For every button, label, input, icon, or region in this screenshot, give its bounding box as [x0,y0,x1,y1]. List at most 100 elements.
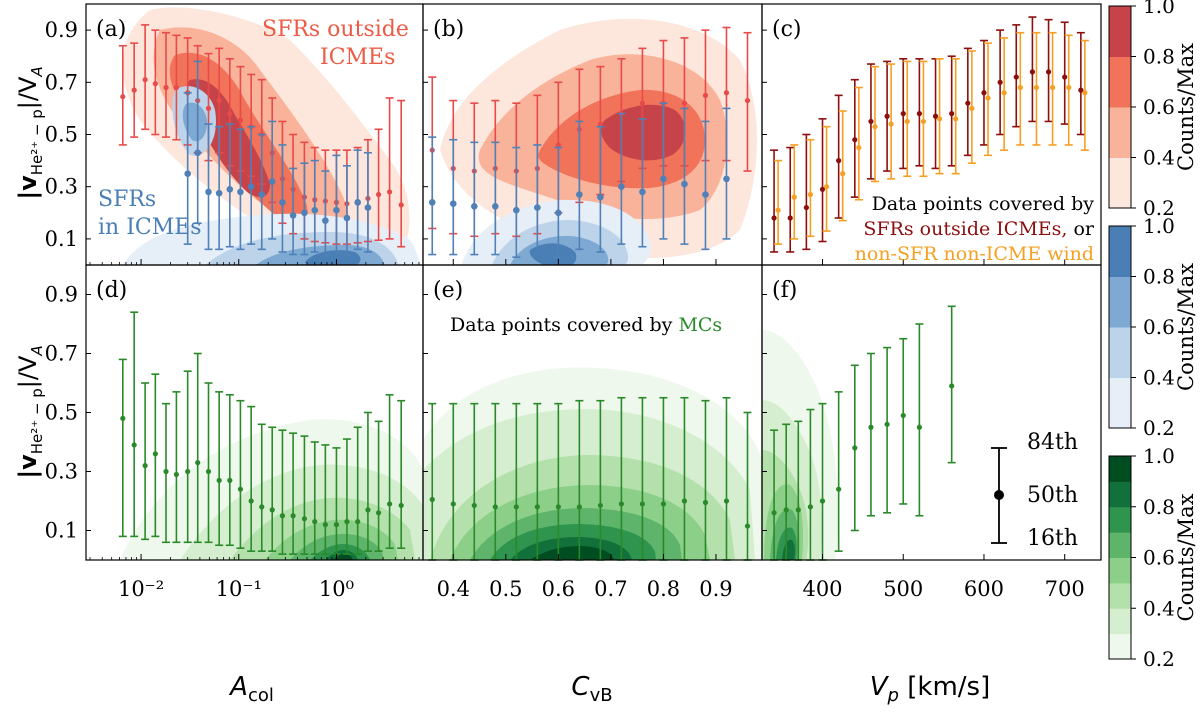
median-point [997,79,1003,85]
series-sfrs-in-icmes [428,102,731,258]
median-point [555,504,561,510]
median-point [597,121,603,127]
median-point [1029,69,1036,75]
errorbar-point [310,441,319,555]
median-point [949,383,955,389]
errorbar-point [790,144,799,240]
median-point [949,111,955,117]
median-point [386,501,393,507]
errorbar-point [854,86,863,201]
errorbar-point [1080,39,1089,151]
x-tick-label: 0.8 [647,577,680,601]
errorbar-point [118,358,127,538]
errorbar-point [183,370,192,544]
median-point [333,522,340,528]
errorbar-point [1060,21,1069,125]
median-point [1078,87,1084,93]
median-point [365,507,371,513]
median-point [660,175,667,183]
colorbar-band [1109,107,1131,158]
median-point [852,137,858,143]
x-tick-label: 0.9 [699,577,732,601]
errorbar-point [300,162,309,256]
colorbars: 1.0 0.8 0.6 0.4 0.2 Counts/Max 1.0 0.8 0.6 0.4 0.2… [1108,0,1198,671]
errorbar-point [247,405,256,552]
colorbar-label: Counts/Max [1174,263,1198,391]
median-point [1062,74,1068,80]
errorbar-point [342,165,351,256]
median-point [449,200,457,207]
median-point [723,498,730,504]
median-point [492,504,498,510]
median-point [840,171,846,177]
ylabel-sub: He²⁺ − p [28,109,46,175]
median-point [163,468,169,475]
errorbar-point [118,44,127,146]
percentile-legend: 84th 50th 16th [991,430,1078,551]
errorbar-point [130,42,139,138]
x-tick-label: 0.6 [542,577,575,601]
colorbar-tick-label: 1.0 [1143,214,1175,238]
errorbar-point [617,112,626,245]
median-point [681,100,688,106]
median-point [969,105,975,111]
panel-d-series [118,311,406,555]
xlabel-acol-sub: col [248,685,274,706]
colorbar-red: 1.0 0.8 0.6 0.4 0.2 Counts/Max [1108,0,1198,220]
median-point [660,501,667,507]
median-point [807,504,814,510]
median-point [289,212,297,219]
median-point [795,507,801,513]
blue-density-b [461,199,651,265]
errorbar-point [774,159,783,245]
errorbar-point [722,107,731,240]
y-axis-label-bottom: |vHe²⁺ − p|/VA [14,345,46,478]
median-point [185,468,191,475]
panel-c-series [770,16,1089,253]
median-point [290,513,296,519]
legend-84th: 84th [1027,430,1078,455]
x-tick-label: 0.4 [437,577,470,601]
colorbar-band [1109,557,1131,584]
annotation-sfr-outside-2: ICMEs [320,45,395,70]
colorbar-band [1109,377,1131,429]
median-point [639,100,646,106]
errorbar-point [353,426,362,555]
x-tick-label: 600 [964,577,1004,601]
errorbar-point [701,120,710,251]
median-point [872,124,878,130]
median-point [173,84,180,91]
median-point [900,111,906,117]
errorbar-point [215,391,224,547]
panel-label-f: (f) [772,278,797,303]
annotation-c-2-red: SFRs outside ICMEs, [863,218,1067,240]
median-point [884,113,890,119]
errorbar-point [257,133,266,251]
colorbar-band [1109,633,1131,660]
errorbar-point [428,136,437,256]
median-point [783,507,789,513]
errorbar-point [870,65,879,183]
median-point [702,191,709,198]
ylabel-tail: |/V [14,76,42,109]
median-point [205,468,212,475]
median-point [343,214,351,222]
median-point [985,95,991,101]
median-point [856,144,862,151]
errorbar-point [1016,31,1025,146]
median-point [237,117,244,123]
median-point [819,498,826,504]
colorbar-tick-label: 0.6 [1143,546,1175,570]
y-tick-label: 0.3 [45,175,78,199]
colorbar-tick-label: 1.0 [1143,444,1175,468]
errorbar-point [130,311,139,538]
median-point [1082,90,1088,96]
median-point [311,206,319,214]
colorbar-band [1109,226,1131,277]
errorbar-point [374,128,383,242]
median-point [702,499,709,506]
median-point [618,183,625,190]
xlabel-cvb-sub: vB [590,685,613,706]
errorbar-point [575,120,584,251]
